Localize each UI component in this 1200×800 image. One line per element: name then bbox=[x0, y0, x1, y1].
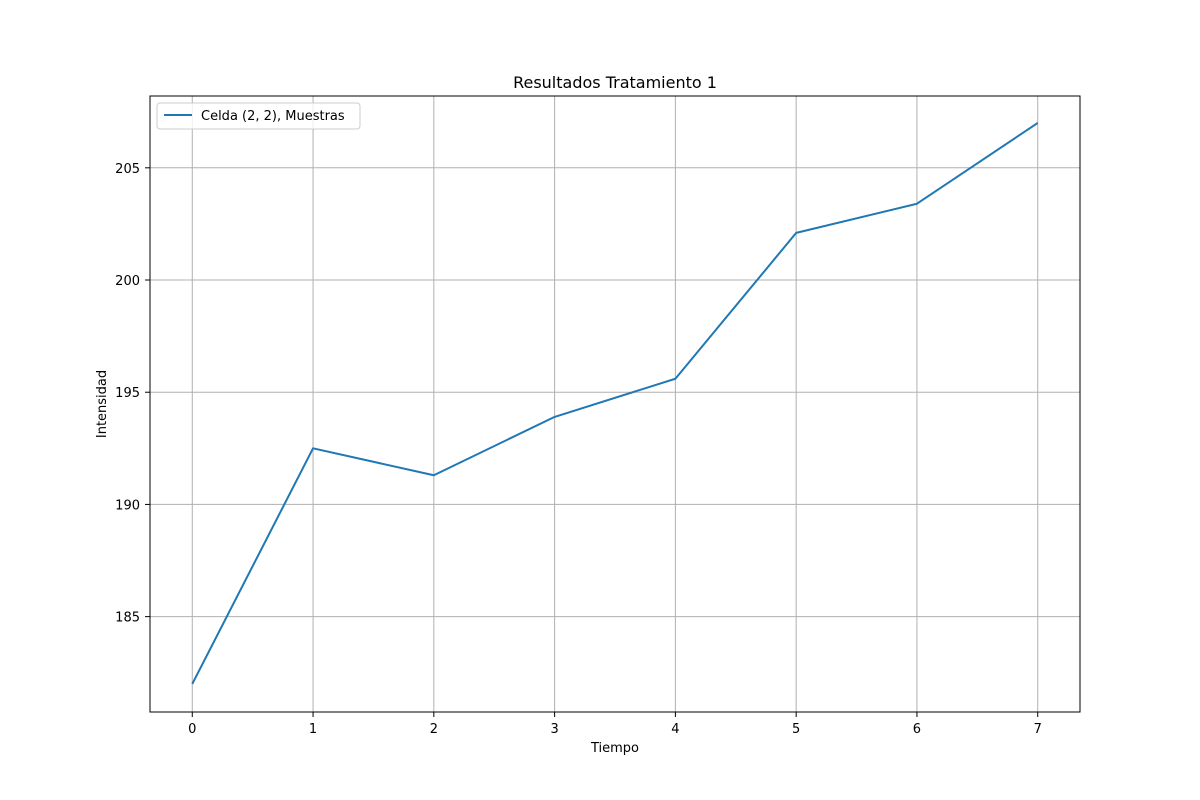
series-group bbox=[191, 122, 1039, 685]
y-tick-label: 190 bbox=[115, 498, 140, 513]
y-tick-label: 205 bbox=[115, 162, 140, 177]
x-tick-label: 7 bbox=[1034, 722, 1042, 737]
x-tick-label: 6 bbox=[913, 722, 921, 737]
x-tick-label: 0 bbox=[188, 722, 196, 737]
y-tick-label: 195 bbox=[115, 386, 140, 401]
y-tick-label: 200 bbox=[115, 274, 140, 289]
series-line bbox=[191, 122, 1039, 685]
y-tick-label: 185 bbox=[115, 611, 140, 626]
y-axis-label: Intensidad bbox=[95, 370, 110, 438]
x-axis-ticks: 0 1 2 3 4 5 6 7 bbox=[188, 712, 1042, 737]
legend-box bbox=[156, 102, 361, 130]
chart-title: Resultados Tratamiento 1 bbox=[513, 73, 717, 92]
x-tick-label: 1 bbox=[309, 722, 317, 737]
x-tick-label: 3 bbox=[550, 722, 558, 737]
y-axis-ticks: 185 190 195 200 205 bbox=[115, 162, 150, 626]
x-tick-label: 5 bbox=[792, 722, 800, 737]
plot-frame bbox=[149, 95, 1081, 713]
grid bbox=[150, 96, 1080, 712]
x-tick-label: 2 bbox=[430, 722, 438, 737]
x-axis-label: Tiempo bbox=[590, 741, 639, 756]
x-tick-label: 4 bbox=[671, 722, 679, 737]
legend-label: Celda (2, 2), Muestras bbox=[201, 109, 345, 124]
legend: Celda (2, 2), Muestras bbox=[156, 102, 361, 130]
